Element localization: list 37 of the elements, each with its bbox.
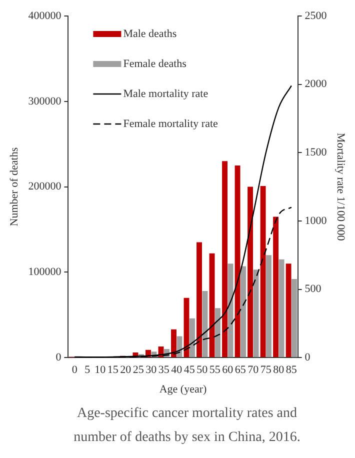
x-tick-label: 45 [184,364,196,376]
legend-label: Male deaths [123,28,177,40]
y-tick-label: 200000 [28,180,62,193]
y2-tick-label: 500 [304,283,322,296]
x-tick-label: 0 [72,364,78,376]
y2-tick-label: 1500 [304,146,328,159]
x-tick-label: 25 [132,364,144,376]
x-tick-label: 5 [84,364,91,376]
x-tick-label: 55 [209,364,221,376]
x-tick-label: 85 [286,364,298,376]
y-tick-label: 100000 [28,266,62,278]
x-tick-label: 15 [107,364,119,376]
y-tick-label: 0 [56,351,62,364]
x-tick-label: 30 [146,364,158,376]
x-tick-label: 35 [158,364,170,376]
legend-label: Female deaths [123,58,186,70]
x-axis-title: Age (year) [159,383,207,396]
x-tick-label: 40 [171,364,183,376]
y2-tick-label: 2000 [304,78,328,90]
x-tick-label: 70 [248,364,260,376]
text: Age-specific cancer mortality rates and number of deaths by sex in China, 2016. [72,405,302,447]
y-axis-title: Number of deaths [8,147,20,226]
x-tick-label: 75 [260,364,272,376]
legend-label: Female mortality rate [123,118,218,130]
x-tick-label: 80 [273,364,285,376]
y-tick-label: 400000 [28,10,62,22]
y-tick-label: 300000 [28,95,62,108]
x-tick-label: 50 [196,364,208,376]
x-tick-label: 10 [94,364,106,376]
y2-tick-label: 0 [304,351,311,364]
x-tick-label: 60 [222,364,234,376]
y2-tick-label: 1000 [304,214,328,227]
y2-tick-label: 2500 [304,10,328,22]
x-tick-label: 20 [120,364,132,376]
x-tick-label: 65 [234,364,246,376]
legend-label: Male mortality rate [123,88,208,100]
y2-axis-title: Mortality rate 1/100 000 [334,132,347,242]
